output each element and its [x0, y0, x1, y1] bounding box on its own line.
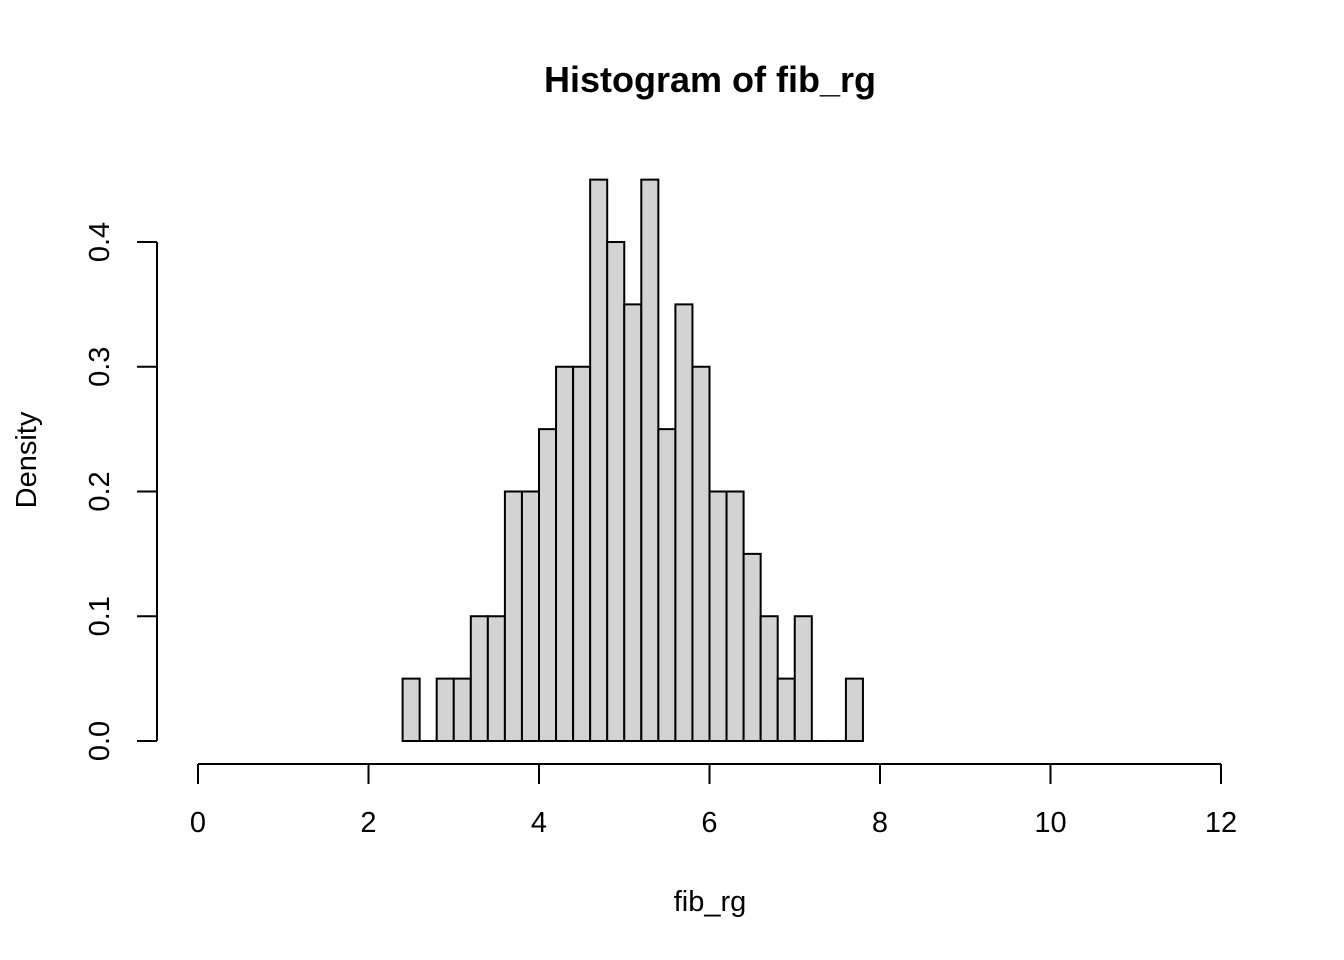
histogram-bar: [589, 178, 609, 742]
histogram-bar: [538, 428, 558, 742]
histogram-bar: [452, 677, 472, 742]
y-tick-label: 0.3: [84, 347, 116, 387]
y-tick-label: 0.2: [84, 471, 116, 511]
y-axis-label: Density: [11, 411, 43, 508]
y-tick-label: 0.1: [84, 596, 116, 636]
histogram-bar: [572, 365, 592, 742]
histogram-bar: [793, 615, 813, 742]
histogram-bar: [435, 677, 455, 742]
x-tick-label: 6: [701, 807, 717, 839]
bars-group: [401, 178, 864, 742]
chart-title: Histogram of fib_rg: [544, 59, 876, 100]
y-tick-label: 0.0: [84, 721, 116, 761]
histogram-bar: [469, 615, 489, 742]
histogram-bar: [606, 241, 626, 742]
histogram-bar: [640, 178, 660, 742]
histogram-bar: [742, 552, 762, 742]
x-axis-label: fib_rg: [674, 886, 747, 918]
histogram-bar: [674, 303, 694, 742]
x-tick-label: 0: [190, 807, 206, 839]
histogram-bar: [759, 615, 779, 742]
histogram-bar: [623, 303, 643, 742]
y-axis: 0.0 0.1 0.2 0.3 0.4: [84, 222, 158, 761]
x-tick-label: 10: [1034, 807, 1066, 839]
x-tick-label: 4: [531, 807, 547, 839]
x-tick-label: 2: [360, 807, 376, 839]
histogram-bar: [657, 428, 677, 742]
histogram-bar: [486, 615, 506, 742]
y-tick-label: 0.4: [84, 222, 116, 262]
x-axis: 0 2 4 6 8 10 12: [190, 763, 1237, 839]
histogram-bar: [844, 677, 864, 742]
histogram-bar: [555, 365, 575, 742]
histogram-bar: [401, 677, 421, 742]
histogram-bar: [708, 490, 728, 742]
histogram-bar: [691, 365, 711, 742]
histogram-bar: [520, 490, 541, 742]
histogram-bar: [776, 677, 796, 742]
histogram-bar: [503, 490, 523, 742]
x-tick-label: 12: [1205, 807, 1237, 839]
histogram-bar: [725, 490, 745, 742]
x-tick-label: 8: [872, 807, 888, 839]
